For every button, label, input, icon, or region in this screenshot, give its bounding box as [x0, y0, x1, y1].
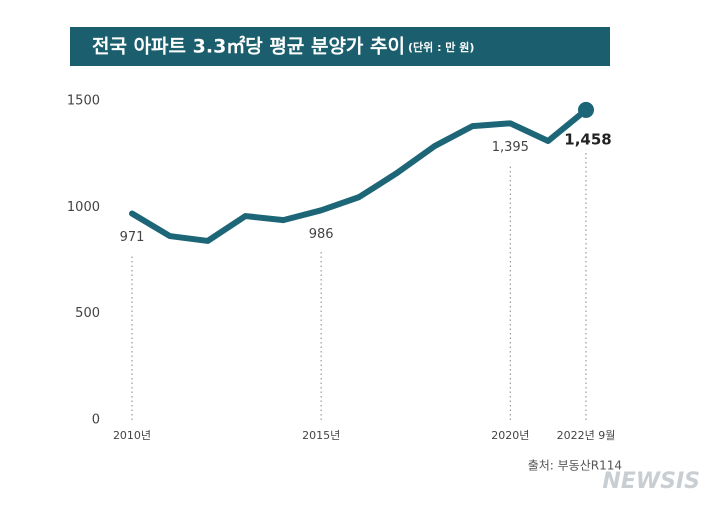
- data-label: 986: [309, 227, 334, 242]
- chart-subtitle: (단위 : 만 원): [408, 40, 474, 54]
- y-tick-label: 1000: [67, 200, 100, 215]
- watermark: NEWSIS: [602, 469, 700, 494]
- y-tick-label: 500: [75, 306, 100, 321]
- y-tick-label: 1500: [67, 94, 100, 109]
- end-marker: [578, 101, 594, 118]
- line: [129, 106, 589, 244]
- x-tick-label: 2020년: [491, 429, 529, 442]
- x-tick-label: 2015년: [302, 429, 340, 442]
- data-label: 971: [120, 230, 145, 245]
- source: 출처: 부동산R114: [528, 459, 622, 473]
- y-tick-label: 0: [92, 413, 100, 428]
- x-tick-label: 2022년 9월: [557, 429, 616, 442]
- title-bar: [70, 27, 610, 66]
- data-label: 1,458: [564, 130, 611, 148]
- chart-title: 전국 아파트 3.3㎡당 평균 분양가 추이: [92, 35, 405, 58]
- data-label: 1,395: [492, 140, 529, 155]
- x-tick-label: 2010년: [113, 429, 151, 442]
